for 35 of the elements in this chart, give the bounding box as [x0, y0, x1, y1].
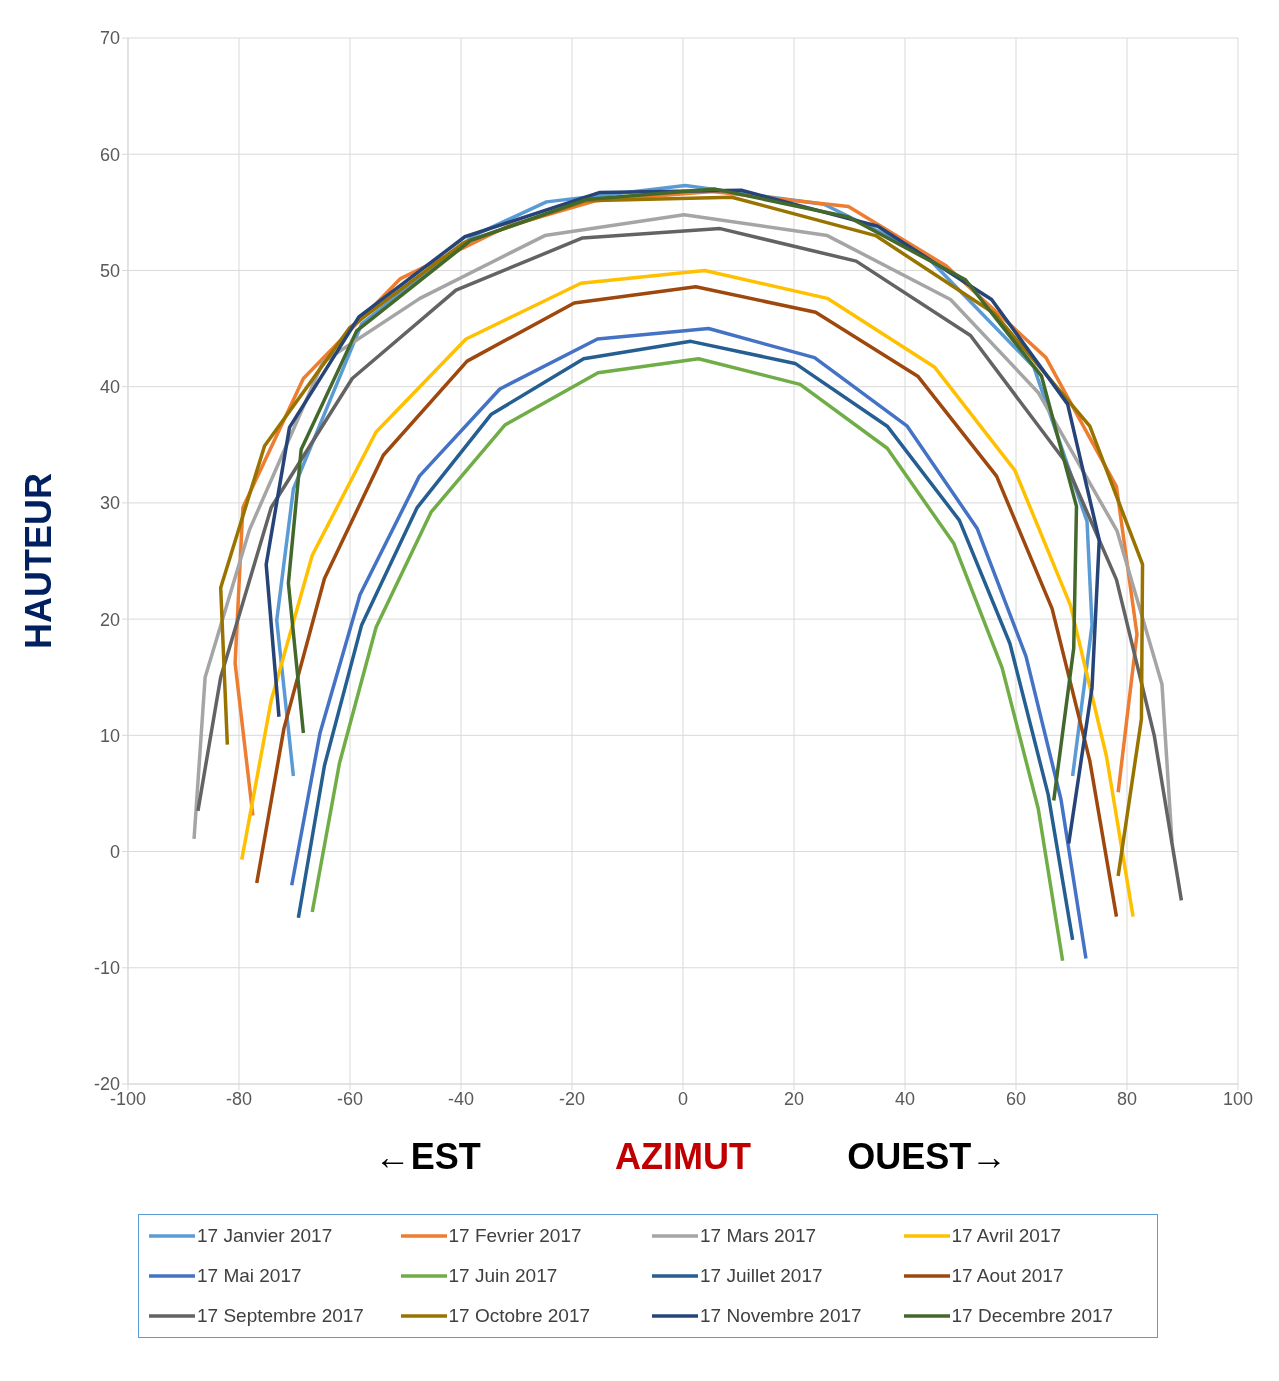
x-tick-label: -60	[336, 1088, 364, 1109]
legend-label: 17 Decembre 2017	[951, 1305, 1114, 1327]
legend-label: 17 Octobre 2017	[448, 1305, 591, 1327]
x-tick-label: 60	[1005, 1088, 1027, 1109]
y-tick-label: 10	[99, 725, 120, 746]
x-tick-label: 40	[894, 1088, 916, 1109]
x-tick-label: 100	[1222, 1088, 1254, 1109]
y-tick-label: 30	[99, 493, 120, 514]
legend-label: 17 Mars 2017	[700, 1225, 817, 1247]
legend-label: 17 Aout 2017	[951, 1265, 1064, 1287]
legend-label: 17 Avril 2017	[951, 1225, 1062, 1247]
legend-label: 17 Juillet 2017	[700, 1265, 823, 1287]
x-axis-title: AZIMUT	[615, 1136, 751, 1177]
y-tick-label: 20	[99, 609, 120, 630]
y-tick-label: 60	[99, 144, 120, 165]
x-tick-label: 80	[1116, 1088, 1138, 1109]
legend-label: 17 Mai 2017	[197, 1265, 302, 1287]
legend-label: 17 Fevrier 2017	[448, 1225, 582, 1247]
y-tick-label: 40	[99, 377, 120, 398]
y-axis-title: HAUTEUR	[17, 473, 59, 649]
legend-label: 17 Septembre 2017	[197, 1305, 364, 1327]
y-tick-label: -10	[93, 958, 120, 979]
legend-label: 17 Novembre 2017	[700, 1305, 862, 1327]
legend-label: 17 Juin 2017	[448, 1265, 558, 1287]
x-tick-label: -20	[558, 1088, 586, 1109]
text: OUEST→	[847, 1136, 1008, 1177]
legend-label: 17 Janvier 2017	[197, 1225, 333, 1247]
x-tick-label: -40	[447, 1088, 475, 1109]
y-tick-label: 70	[99, 28, 120, 49]
y-tick-label: 0	[109, 841, 120, 862]
x-tick-label: 20	[783, 1088, 805, 1109]
x-tick-label: 0	[677, 1088, 689, 1109]
y-tick-label: 50	[99, 260, 120, 281]
text: ←EST	[374, 1136, 481, 1177]
x-tick-label: -80	[225, 1088, 253, 1109]
